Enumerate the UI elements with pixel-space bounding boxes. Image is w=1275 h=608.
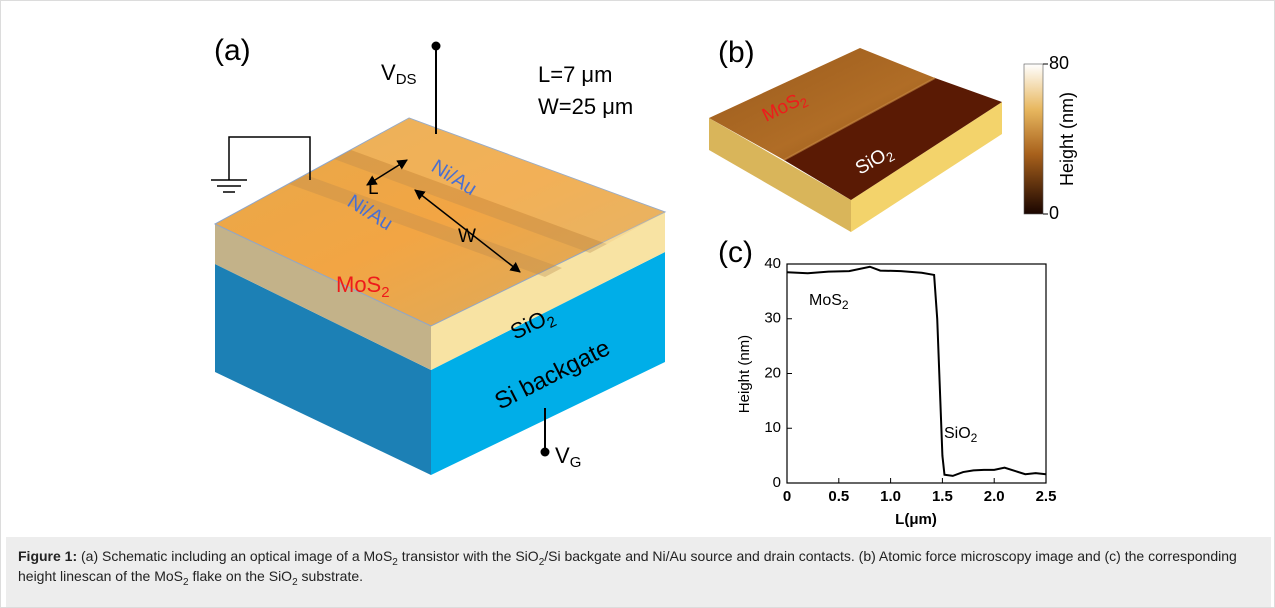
y-tick-label: 40: [764, 255, 781, 272]
panel-label: (a): [214, 34, 251, 67]
x-tick-label: 2.5: [1036, 488, 1057, 505]
panel-label: (b): [718, 36, 755, 69]
label-main: V: [555, 443, 570, 468]
vg-label: VG: [555, 443, 581, 471]
annotation: MoS2: [809, 292, 849, 312]
label-sub: 2: [842, 298, 849, 312]
x-tick-label: 0.5: [828, 488, 849, 505]
label-main: MoS: [809, 292, 842, 309]
length-label: L=7 μm: [538, 62, 612, 87]
width-label: W=25 μm: [538, 94, 633, 119]
vds-terminal: [432, 42, 441, 51]
caption-text: (a) Schematic including an optical image…: [77, 548, 392, 564]
vg-terminal: [541, 448, 550, 457]
caption: Figure 1: (a) Schematic including an opt…: [6, 537, 1271, 607]
colorbar: [1024, 64, 1043, 214]
label-sub: G: [570, 454, 582, 471]
y-tick-label: 0: [773, 474, 781, 491]
label-main: MoS: [336, 272, 381, 297]
figure: (a) VDS L=7 μm W=25 μm L W Ni/Au Ni/Au M…: [0, 0, 1275, 536]
vds-label: VDS: [381, 60, 417, 88]
y-tick-label: 20: [764, 364, 781, 381]
label-main: V: [381, 60, 396, 85]
afm-image: [709, 48, 1002, 232]
w-marker: W: [458, 226, 476, 247]
l-marker: L: [368, 178, 379, 199]
x-tick-label: 0: [783, 488, 791, 505]
caption-label: Figure 1:: [18, 548, 77, 564]
label-main: SiO: [944, 425, 971, 442]
y-axis-label: Height (nm): [736, 335, 753, 413]
caption-text: flake on the SiO: [189, 568, 293, 584]
annotation: SiO2: [944, 425, 978, 445]
label-sub: 2: [971, 431, 978, 445]
caption-text: transistor with the SiO: [398, 548, 539, 564]
label-sub: DS: [396, 71, 417, 88]
colorbar-tick-label: 80: [1049, 53, 1069, 73]
x-tick-label: 1.5: [932, 488, 953, 505]
label-sub: 2: [381, 284, 389, 301]
y-tick-label: 30: [764, 310, 781, 327]
ground-wire: [229, 137, 310, 180]
y-tick-label: 10: [764, 419, 781, 436]
page: { "panel_a": { "label": "(a)", "vds": {"…: [0, 0, 1275, 608]
x-tick-label: 2.0: [984, 488, 1005, 505]
caption-text: substrate.: [298, 568, 363, 584]
colorbar-title: Height (nm): [1057, 92, 1077, 186]
x-axis-label: L(μm): [895, 511, 937, 528]
x-tick-label: 1.0: [880, 488, 901, 505]
colorbar-tick-label: 0: [1049, 203, 1059, 223]
panel-label: (c): [718, 236, 753, 269]
